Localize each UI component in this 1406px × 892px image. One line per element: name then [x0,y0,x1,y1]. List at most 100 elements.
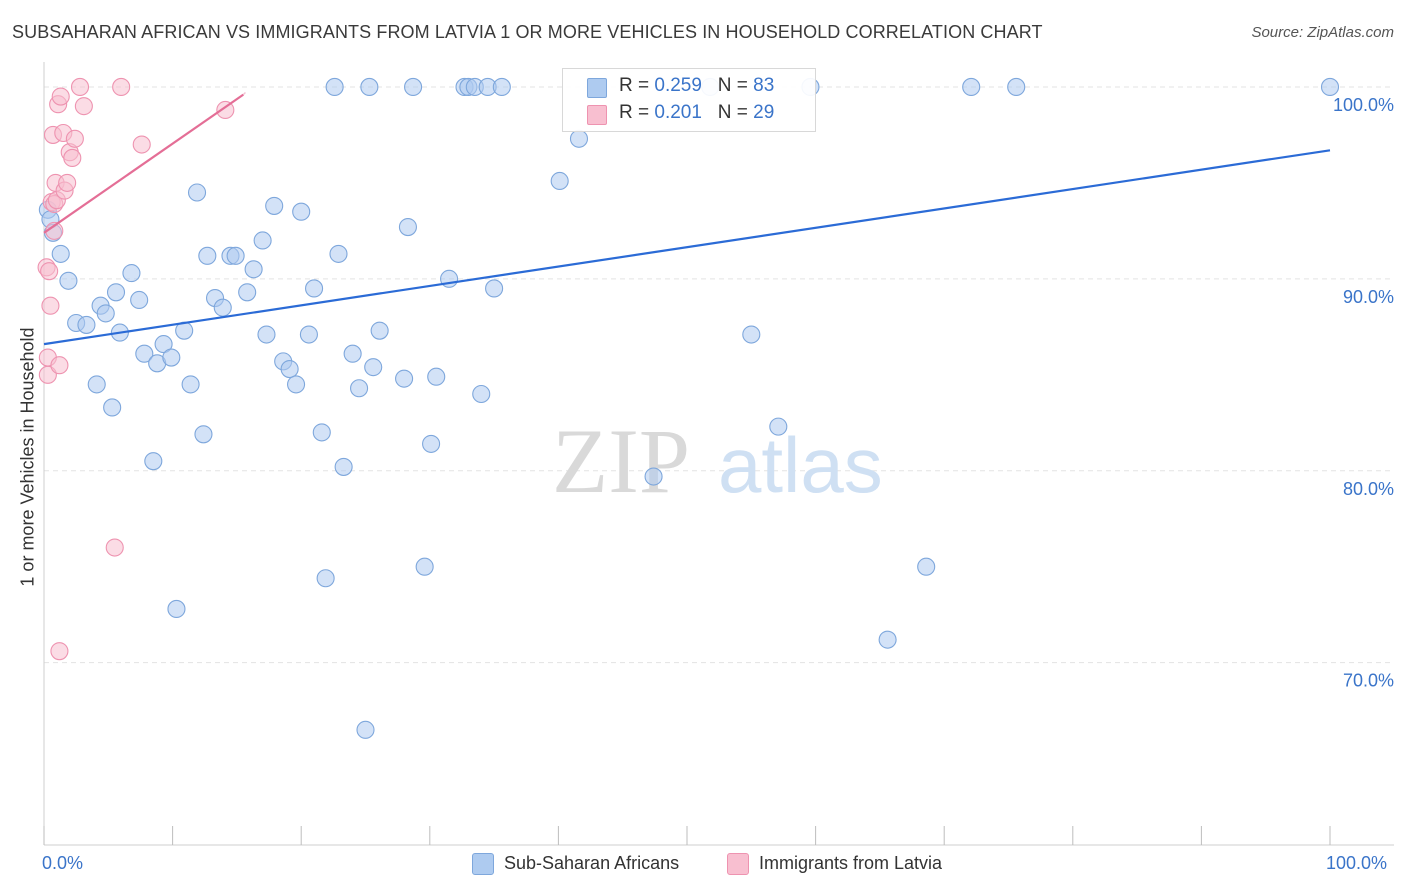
data-point [96,304,115,323]
data-point [257,325,276,344]
y-tick-label: 100.0% [1333,95,1394,115]
y-axis-label: 1 or more Vehicles in Household [17,327,38,587]
stats-legend: R = 0.259 N = 83 R = 0.201 N = 29 [562,68,816,132]
data-point [77,315,96,334]
data-point [65,129,84,148]
data-point [253,231,272,250]
data-point [299,325,318,344]
data-point [167,599,186,618]
trend-extension [242,90,248,96]
data-point [194,425,213,444]
data-point [70,77,90,96]
data-point [265,196,284,215]
data-point [427,367,446,386]
legend-r-value: 0.259 [654,75,702,96]
data-point [112,77,131,96]
data-point [287,375,306,394]
data-point [485,279,504,298]
data-point [360,77,379,96]
data-point [51,244,70,263]
data-point [187,183,207,202]
data-point [550,171,569,191]
watermark: ZIP atlas [552,410,883,512]
data-point [50,356,69,375]
source-label: Source: ZipAtlas.com [1251,24,1394,41]
data-point [40,262,59,281]
data-point [422,434,441,453]
y-tick-label: 90.0% [1343,287,1394,307]
trend-line [43,93,244,234]
series-immigrants-from-latvia [37,77,235,661]
data-point [244,260,263,279]
x-axis-min-label: 0.0% [42,853,84,873]
chart-title: SUBSAHARAN AFRICAN VS IMMIGRANTS FROM LA… [12,22,1043,42]
data-point [329,244,348,263]
data-point [238,283,257,302]
data-point [135,344,154,363]
legend-swatch-latvia [727,853,749,875]
data-point [162,348,181,367]
data-point [370,321,389,340]
legend-r-value: 0.201 [654,102,702,123]
y-tick-label: 80.0% [1343,479,1394,499]
watermark-zip: ZIP [552,410,690,512]
grid [44,86,1394,664]
data-point [154,335,173,354]
data-point [103,398,122,417]
watermark-atlas: atlas [718,421,883,509]
data-point [569,129,589,148]
data-point [144,452,163,471]
legend-n-value: 29 [753,102,775,123]
data-point [962,77,981,96]
data-point [106,283,126,302]
legend-swatch-blue [587,78,607,98]
legend-label: Immigrants from Latvia [759,853,943,873]
data-point [1320,77,1340,96]
x-axis-max-label: 100.0% [1326,853,1388,873]
legend-r-label: R = [619,75,650,96]
data-point [87,375,106,394]
data-point [305,279,324,298]
data-point [63,148,82,168]
data-point [334,457,353,476]
data-point [292,202,311,221]
legend-n-label: N = [717,102,748,123]
data-point [280,360,299,379]
data-point [343,344,362,363]
data-point [917,557,936,576]
trend-line [43,149,1331,346]
data-point [74,97,93,116]
data-point [1007,77,1026,96]
data-point [38,365,57,384]
data-point [364,358,383,377]
data-point [350,379,369,398]
data-point [132,135,151,154]
data-point [58,173,77,192]
data-point [181,375,200,394]
series-legend: Sub-Saharan Africans Immigrants from Lat… [0,852,1406,876]
legend-r-label: R = [619,102,650,123]
series-sub-saharan-africans [38,77,1340,739]
data-point [41,296,60,315]
data-point [878,630,897,649]
data-point [105,538,124,557]
data-point [325,77,344,96]
data-point [472,384,491,404]
data-point [59,271,78,290]
legend-n-value: 83 [753,75,775,96]
data-point [644,467,663,486]
y-tick-labels: 100.0% 90.0% 80.0% 70.0% [1333,95,1394,691]
legend-swatch-sub-saharan [472,853,494,875]
legend-swatch-pink [587,105,607,125]
data-point [130,290,149,310]
legend-n-label: N = [717,75,748,96]
data-point [216,100,235,120]
data-point [316,569,335,588]
y-tick-label: 70.0% [1343,671,1394,691]
data-point [50,642,69,661]
trend-lines [43,90,1331,346]
data-point [198,246,217,265]
data-point [742,325,761,344]
data-point [404,77,423,96]
